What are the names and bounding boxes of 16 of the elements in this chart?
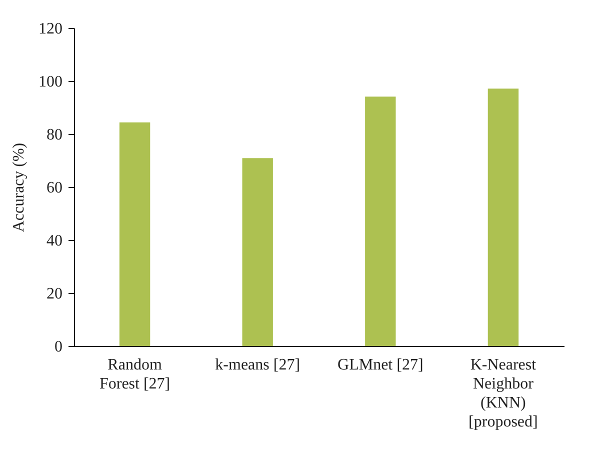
x-tick-label: Random Forest [27] (99, 356, 170, 392)
x-tick-label: k-means [27] (215, 356, 300, 374)
y-axis-title: Accuracy (%) (10, 142, 28, 232)
bar (242, 158, 273, 346)
y-tick-label: 120 (38, 20, 62, 38)
bar (119, 122, 150, 346)
x-tick-label: K-Nearest Neighbor (KNN) [proposed] (468, 356, 538, 430)
y-tick-label: 20 (46, 286, 62, 302)
x-tick-label: GLMnet [27] (338, 356, 424, 374)
bar (488, 88, 519, 346)
y-tick-label: 0 (54, 338, 62, 356)
y-tick-label: 40 (46, 232, 62, 250)
y-tick-label: 100 (38, 74, 62, 90)
y-tick-label: 60 (46, 180, 62, 196)
bar (365, 96, 396, 346)
y-tick-label: 80 (46, 126, 62, 144)
